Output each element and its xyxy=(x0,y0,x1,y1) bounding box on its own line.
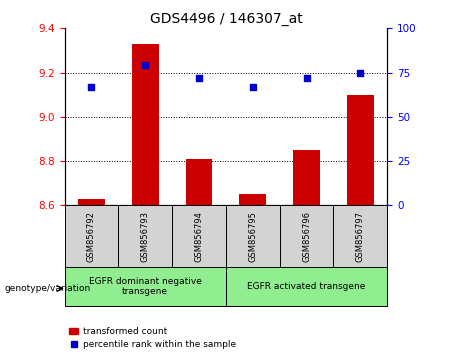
Bar xyxy=(333,205,387,267)
Point xyxy=(142,63,149,68)
Point xyxy=(88,84,95,90)
Title: GDS4496 / 146307_at: GDS4496 / 146307_at xyxy=(149,12,302,26)
Point xyxy=(357,70,364,75)
Bar xyxy=(65,267,226,306)
Text: EGFR activated transgene: EGFR activated transgene xyxy=(248,282,366,291)
Bar xyxy=(118,205,172,267)
Bar xyxy=(185,159,213,205)
Bar xyxy=(226,205,280,267)
Bar xyxy=(239,194,266,205)
Text: GSM856793: GSM856793 xyxy=(141,211,150,262)
Text: genotype/variation: genotype/variation xyxy=(5,284,91,293)
Bar xyxy=(293,150,320,205)
Bar xyxy=(280,205,333,267)
Bar xyxy=(226,267,387,306)
Bar xyxy=(65,205,118,267)
Text: GSM856795: GSM856795 xyxy=(248,211,257,262)
Text: GSM856792: GSM856792 xyxy=(87,211,96,262)
Point xyxy=(195,75,203,81)
Bar xyxy=(132,44,159,205)
Bar xyxy=(347,95,374,205)
Point xyxy=(249,84,256,90)
Bar xyxy=(78,199,105,205)
Text: GSM856797: GSM856797 xyxy=(356,211,365,262)
Bar xyxy=(172,205,226,267)
Point xyxy=(303,75,310,81)
Text: EGFR dominant negative
transgene: EGFR dominant negative transgene xyxy=(89,277,201,296)
Text: GSM856794: GSM856794 xyxy=(195,211,203,262)
Text: GSM856796: GSM856796 xyxy=(302,211,311,262)
Legend: transformed count, percentile rank within the sample: transformed count, percentile rank withi… xyxy=(69,327,236,349)
